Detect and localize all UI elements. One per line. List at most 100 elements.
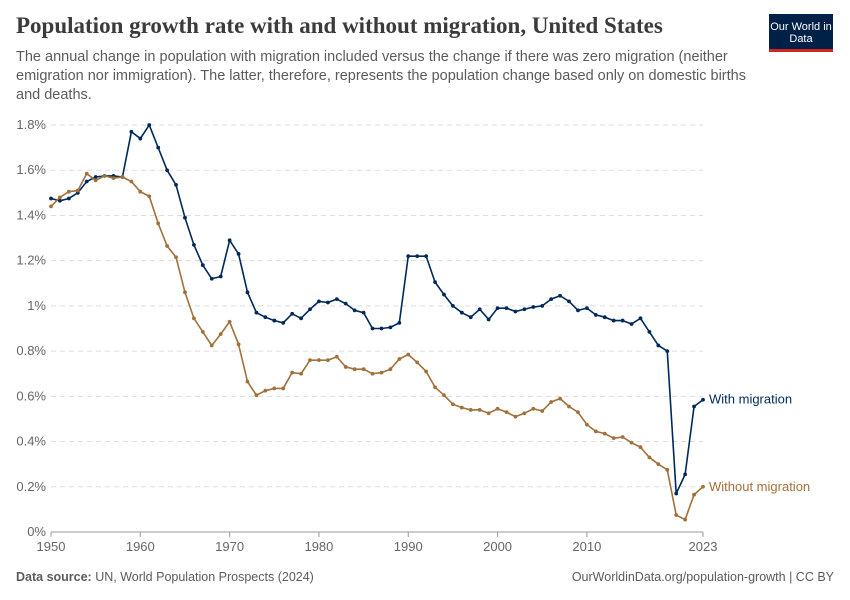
data-point xyxy=(66,189,71,194)
data-point xyxy=(683,472,688,477)
data-point xyxy=(138,136,143,141)
legend-label: Without migration xyxy=(709,479,810,494)
y-tick-label: 1.2% xyxy=(16,253,46,268)
data-point xyxy=(343,301,348,306)
data-point xyxy=(656,462,661,467)
data-point xyxy=(576,308,580,313)
data-point xyxy=(325,358,330,363)
data-point xyxy=(406,352,411,357)
chart-subtitle: The annual change in population with mig… xyxy=(16,49,746,103)
y-tick-label: 1% xyxy=(27,298,46,313)
data-point xyxy=(567,299,571,304)
data-point xyxy=(692,492,696,497)
data-point xyxy=(281,386,286,391)
data-point xyxy=(129,129,134,134)
data-point xyxy=(593,429,598,434)
data-point xyxy=(549,297,554,302)
data-point xyxy=(674,491,679,496)
data-point xyxy=(192,242,196,247)
data-point xyxy=(129,179,134,184)
data-point xyxy=(433,280,437,285)
data-point xyxy=(522,307,527,312)
data-point xyxy=(424,254,429,259)
footer-link[interactable]: OurWorldinData.org/population-growth | C… xyxy=(571,570,834,584)
data-point xyxy=(209,276,214,281)
data-point xyxy=(317,299,321,304)
data-point xyxy=(620,435,625,439)
data-point xyxy=(415,360,420,365)
data-point xyxy=(397,320,402,325)
data-point xyxy=(290,370,295,375)
data-point xyxy=(334,354,339,359)
data-point xyxy=(120,175,125,179)
data-point xyxy=(442,292,446,297)
data-point xyxy=(558,396,562,401)
data-point xyxy=(540,303,545,308)
data-point xyxy=(361,367,366,372)
data-point xyxy=(49,204,53,209)
series-line-without-migration xyxy=(50,172,704,521)
data-point xyxy=(200,329,205,334)
data-point xyxy=(334,297,339,302)
data-point xyxy=(66,196,71,201)
data-point xyxy=(477,307,482,312)
y-tick-label: 0.8% xyxy=(16,343,46,358)
data-point xyxy=(325,300,330,305)
data-point xyxy=(593,313,598,317)
data-point xyxy=(638,316,643,321)
data-point xyxy=(647,329,652,334)
data-point xyxy=(317,358,321,363)
data-point xyxy=(388,367,393,372)
data-point xyxy=(84,179,89,184)
data-point xyxy=(209,343,214,348)
data-point xyxy=(49,196,53,201)
x-tick-label: 1970 xyxy=(215,539,244,554)
data-point xyxy=(442,393,446,398)
data-point xyxy=(352,308,357,313)
data-point xyxy=(424,369,429,374)
data-point xyxy=(629,322,634,326)
data-point xyxy=(433,385,437,390)
x-tick-label: 2023 xyxy=(689,539,718,554)
x-tick-label: 2010 xyxy=(572,539,601,554)
chart-title: Population growth rate with and without … xyxy=(16,13,663,38)
data-point xyxy=(370,371,375,376)
data-point xyxy=(513,309,518,314)
legend-label: With migration xyxy=(709,392,792,407)
data-point xyxy=(84,171,89,176)
data-point xyxy=(272,386,277,391)
data-point xyxy=(254,393,259,398)
data-point xyxy=(263,388,268,393)
data-point xyxy=(584,306,589,311)
data-point xyxy=(397,357,402,361)
data-point xyxy=(138,189,143,194)
data-point xyxy=(352,367,357,372)
y-tick-label: 1.4% xyxy=(16,207,46,222)
data-point xyxy=(665,349,670,354)
y-tick-label: 0.4% xyxy=(16,434,46,449)
data-point xyxy=(504,410,509,415)
data-point xyxy=(165,244,170,248)
data-point xyxy=(602,315,607,320)
data-point xyxy=(576,410,580,415)
data-point xyxy=(388,325,393,330)
data-point xyxy=(245,290,250,295)
data-point xyxy=(531,406,536,411)
data-point xyxy=(93,175,98,179)
y-tick-label: 0.2% xyxy=(16,479,46,494)
data-point xyxy=(218,332,223,337)
data-point xyxy=(701,484,705,489)
data-point xyxy=(156,221,161,226)
data-point xyxy=(602,431,607,436)
data-source-text[interactable]: UN, World Population Prospects (2024) xyxy=(95,570,314,584)
data-point xyxy=(200,263,205,268)
data-point xyxy=(692,404,696,409)
data-point xyxy=(183,215,187,220)
data-point xyxy=(111,176,116,181)
data-point xyxy=(379,326,384,331)
data-point xyxy=(290,311,295,316)
data-point xyxy=(468,315,473,320)
data-point xyxy=(522,411,527,416)
owid-logo[interactable]: Our World in Data xyxy=(769,14,833,52)
